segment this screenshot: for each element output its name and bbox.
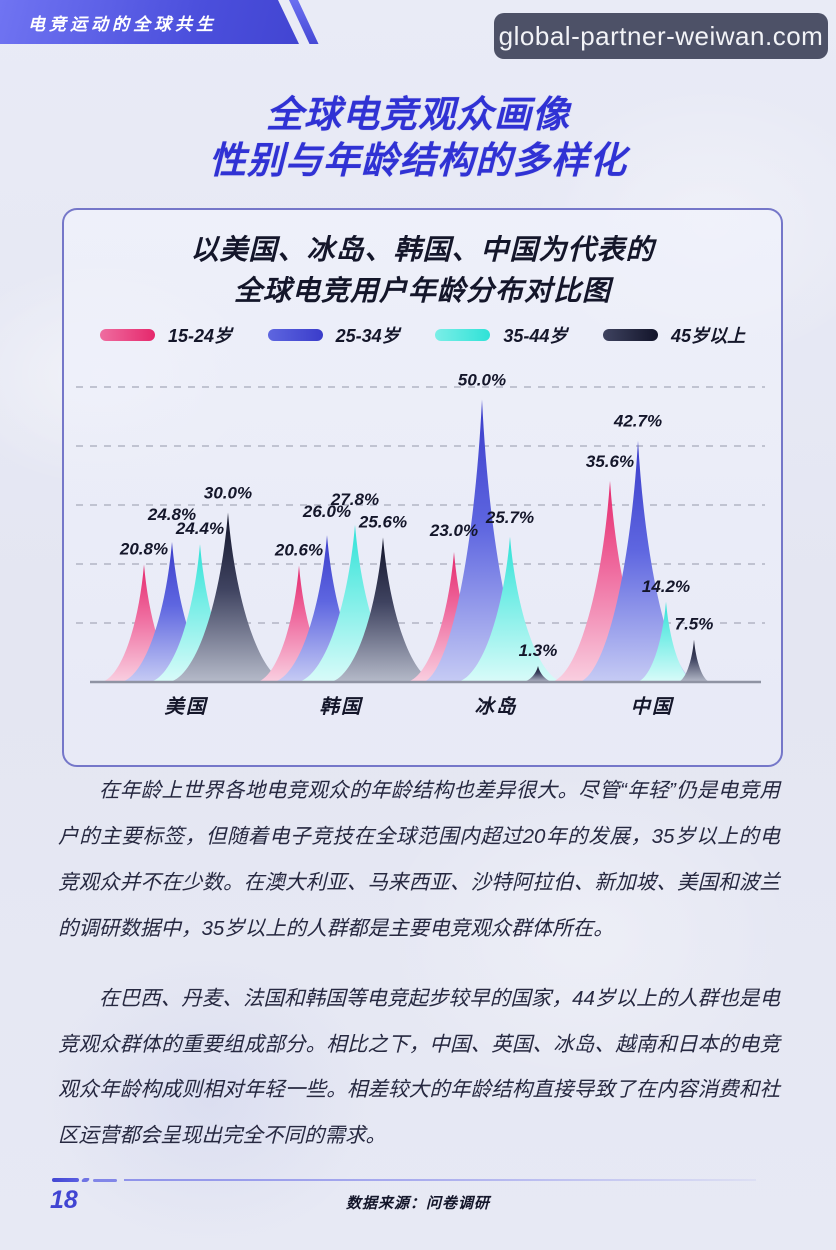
peak-韩国-45岁以上 <box>330 537 436 682</box>
chart-title: 以美国、冰岛、韩国、中国为代表的 全球电竞用户年龄分布对比图 <box>64 230 781 311</box>
value-label-美国-35-44岁: 24.4% <box>175 519 224 538</box>
peak-冰岛-45岁以上 <box>522 666 554 682</box>
peak-中国-45岁以上 <box>678 639 710 682</box>
peak-美国-25-34岁 <box>121 541 223 682</box>
peak-冰岛-25-34岁 <box>424 399 540 682</box>
peak-冰岛-35-44岁 <box>457 536 563 682</box>
watermark-badge: global-partner-weiwan.com <box>494 13 828 59</box>
legend-label: 35-44岁 <box>503 326 568 346</box>
value-label-冰岛-25-34岁: 50.0% <box>458 371 506 390</box>
footer-divider-segment <box>93 1178 117 1182</box>
legend-item-25-34岁: 25-34岁 <box>267 322 400 348</box>
category-label-冰岛: 冰岛 <box>474 696 517 718</box>
value-label-中国-15-24岁: 35.6% <box>586 452 634 471</box>
value-label-美国-25-34岁: 24.8% <box>147 505 196 524</box>
top-banner: 电竞运动的全球共生 <box>0 0 299 44</box>
legend-label: 15-24岁 <box>168 326 233 346</box>
value-label-冰岛-35-44岁: 25.7% <box>485 508 534 527</box>
footer-divider <box>0 1178 836 1182</box>
watermark-text: global-partner-weiwan.com <box>498 20 824 51</box>
paragraph-1: 在年龄上世界各地电竞观众的年龄结构也差异很大。尽管“年轻”仍是电竞用户的主要标签… <box>58 779 780 940</box>
value-label-韩国-15-24岁: 20.6% <box>274 541 323 560</box>
value-label-中国-35-44岁: 14.2% <box>642 577 690 596</box>
page-title-line2: 性别与年龄结构的多样化 <box>209 140 627 181</box>
peak-中国-25-34岁 <box>580 440 696 682</box>
legend-label: 45岁以上 <box>670 326 745 346</box>
banner-label: 电竞运动的全球共生 <box>28 14 217 34</box>
peak-韩国-25-34岁 <box>274 535 380 682</box>
value-label-中国-25-34岁: 42.7% <box>613 412 662 431</box>
category-label-韩国: 韩国 <box>319 696 364 718</box>
data-source-label: 数据来源：问卷调研 <box>345 1195 490 1212</box>
value-label-韩国-35-44岁: 27.8% <box>330 490 379 509</box>
chart-legend: 15-24岁 25-34岁 35-44岁 45岁以上 <box>100 322 745 348</box>
legend-swatch-icon <box>100 329 155 341</box>
value-label-中国-45岁以上: 7.5% <box>675 615 714 634</box>
legend-item-35-44岁: 35-44岁 <box>435 322 567 348</box>
legend-label: 25-34岁 <box>335 326 400 346</box>
peak-冰岛-15-24岁 <box>407 552 501 682</box>
chart-title-line1: 以美国、冰岛、韩国、中国为代表的 <box>190 234 655 265</box>
age-distribution-chart: 20.8% 24.8%24.4% 30.0% 20.6% 26.0%27.8% 25.6%… <box>76 371 765 718</box>
body-text: 在年龄上世界各地电竞观众的年龄结构也差异很大。尽管“年轻”仍是电竞用户的主要标签… <box>58 768 780 1183</box>
peak-韩国-15-24岁 <box>257 565 341 682</box>
value-label-韩国-25-34岁: 26.0% <box>302 502 351 521</box>
category-label-中国: 中国 <box>630 696 675 718</box>
legend-item-45岁以上: 45岁以上 <box>602 322 745 348</box>
peak-韩国-35-44岁 <box>298 524 412 682</box>
category-label-美国: 美国 <box>164 696 209 718</box>
peak-中国-15-24岁 <box>552 480 668 682</box>
value-label-冰岛-45岁以上: 1.3% <box>519 641 558 660</box>
legend-swatch-icon <box>267 329 323 341</box>
legend-swatch-icon <box>602 329 658 341</box>
page-title-line1: 全球电竞观众画像 <box>266 94 570 135</box>
chart-card: 以美国、冰岛、韩国、中国为代表的 全球电竞用户年龄分布对比图 15-24岁 25-… <box>62 208 783 767</box>
chart-title-line2: 全球电竞用户年龄分布对比图 <box>233 274 611 306</box>
value-label-美国-45岁以上: 30.0% <box>204 484 252 503</box>
peak-美国-35-44岁 <box>150 544 250 682</box>
peak-美国-15-24岁 <box>101 564 187 682</box>
legend-item-15-24岁: 15-24岁 <box>100 322 232 348</box>
footer-divider-line <box>124 1179 756 1181</box>
footer-divider-segment <box>52 1178 79 1182</box>
peak-中国-35-44岁 <box>637 601 695 682</box>
footer-divider-tick <box>80 1178 91 1182</box>
value-label-美国-15-24岁: 20.8% <box>119 539 168 558</box>
peak-美国-45岁以上 <box>170 512 286 682</box>
value-label-冰岛-15-24岁: 23.0% <box>429 521 478 540</box>
page-number: 18 <box>50 1186 78 1214</box>
paragraph-2: 在巴西、丹麦、法国和韩国等电竞起步较早的国家，44岁以上的人群也是电竞观众群体的… <box>58 986 780 1148</box>
value-label-韩国-45岁以上: 25.6% <box>358 512 407 531</box>
legend-swatch-icon <box>435 329 491 341</box>
